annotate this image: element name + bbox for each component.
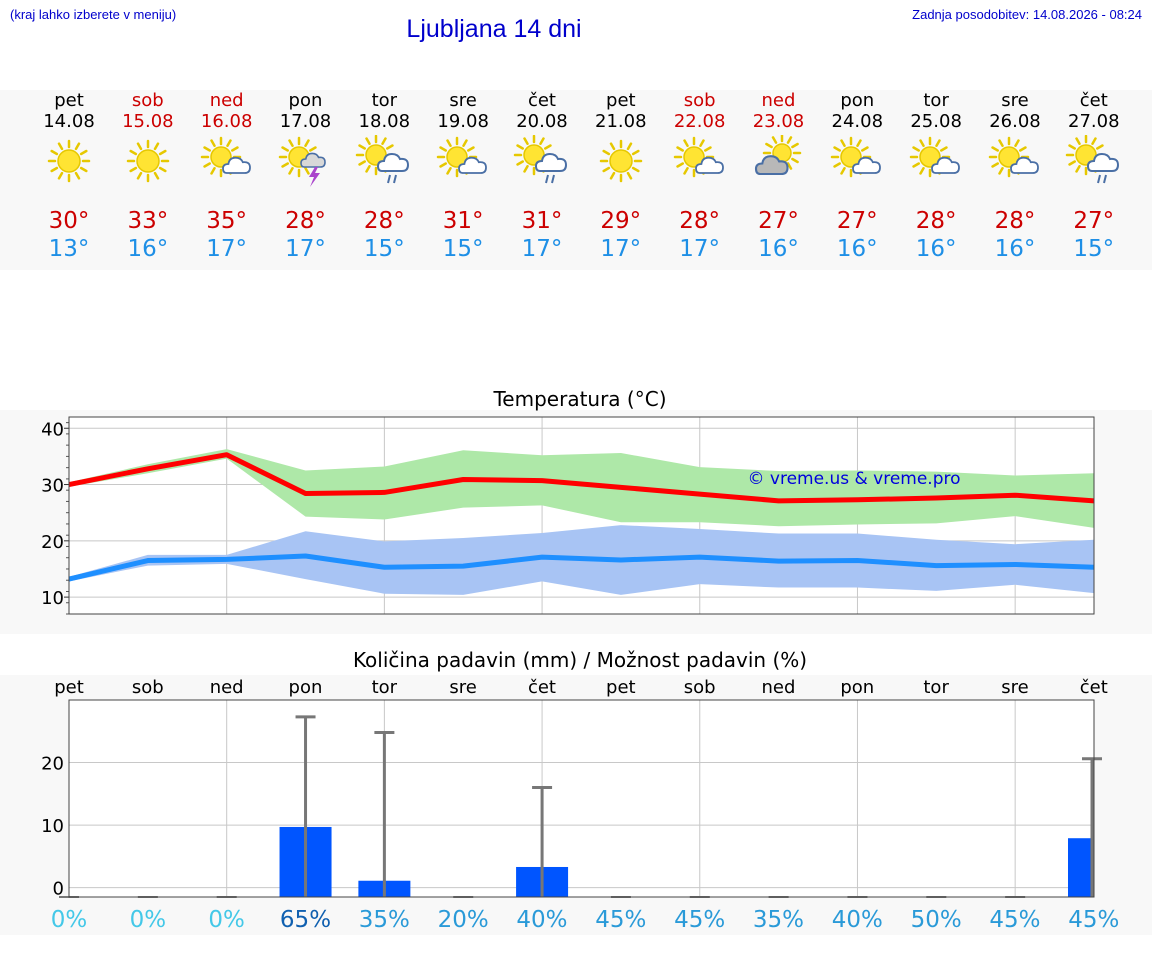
day-name: pet <box>54 90 84 111</box>
day-date: 14.08 <box>43 111 95 132</box>
max-temperature: 27° <box>836 208 878 234</box>
day-date: 16.08 <box>200 111 253 132</box>
min-temperature: 15° <box>442 236 484 262</box>
day-date: 26.08 <box>989 111 1041 132</box>
day-date: 25.08 <box>910 111 962 132</box>
sun-icon <box>108 133 187 207</box>
sun-cloud-icon <box>975 133 1054 207</box>
max-temperature: 31° <box>521 208 563 234</box>
day-column: sre 19.08 31° 15° <box>424 90 503 263</box>
min-temperature: 17° <box>600 236 642 262</box>
day-name: čet <box>527 90 556 111</box>
day-column: pet 14.08 30° 13° <box>30 90 109 263</box>
day-name: čet <box>1079 90 1108 111</box>
temperature-chart-panel <box>0 410 1152 634</box>
day-column: pon 17.08 28° 17° <box>266 90 345 263</box>
max-temperature: 27° <box>1073 208 1115 234</box>
min-temperature: 17° <box>206 236 248 262</box>
max-temperature: 28° <box>285 208 326 234</box>
min-temperature: 13° <box>48 236 90 262</box>
min-temperature: 15° <box>363 236 405 262</box>
max-temperature: 28° <box>994 208 1036 234</box>
temperature-chart-title: Temperatura (°C) <box>493 387 667 411</box>
page-title: Ljubljana 14 dni <box>406 15 582 43</box>
day-name: tor <box>371 90 398 111</box>
day-column: ned 16.08 35° 17° <box>187 90 266 263</box>
day-date: 18.08 <box>358 111 411 132</box>
min-temperature: 17° <box>521 236 563 262</box>
sun-cloud-icon <box>897 133 976 207</box>
max-temperature: 35° <box>206 208 248 234</box>
day-date: 15.08 <box>122 111 174 132</box>
spacer <box>0 270 1152 366</box>
day-name: ned <box>209 90 244 111</box>
max-temperature: 28° <box>679 208 721 234</box>
location-hint: (kraj lahko izberete v meniju) <box>10 7 177 22</box>
forecast-strip <box>0 90 1152 270</box>
day-column: sre 26.08 28° 16° <box>975 90 1054 263</box>
day-column: pet 21.08 29° 17° <box>581 90 660 263</box>
sun-cloud-rain-icon <box>1054 133 1133 207</box>
day-date: 19.08 <box>437 111 489 132</box>
day-column: pon 24.08 27° 16° <box>818 90 897 263</box>
max-temperature: 30° <box>48 208 90 234</box>
min-temperature: 16° <box>915 236 957 262</box>
sun-cloud-icon <box>660 133 739 207</box>
sun-cloud-rain-icon <box>345 133 424 207</box>
day-name: tor <box>923 90 949 111</box>
day-name: sre <box>1001 90 1029 111</box>
max-temperature: 28° <box>915 208 957 234</box>
max-temperature: 28° <box>363 208 405 234</box>
day-column: čet 20.08 31° 17° <box>502 90 581 263</box>
precipitation-chart-title: Količina padavin (mm) / Možnost padavin … <box>352 648 808 672</box>
day-date: 17.08 <box>279 111 332 132</box>
day-column: sob 15.08 33° 16° <box>108 90 187 263</box>
day-name: pet <box>606 90 636 111</box>
sun-cloud-icon <box>187 133 266 207</box>
sun-cloud-rain-icon <box>502 133 581 207</box>
day-column: ned 23.08 27° 16° <box>739 90 818 263</box>
max-temperature: 29° <box>600 208 642 234</box>
sun-icon <box>581 133 660 207</box>
max-temperature: 31° <box>442 208 484 234</box>
day-date: 27.08 <box>1068 111 1120 132</box>
day-date: 24.08 <box>831 111 884 132</box>
day-name: sre <box>449 90 477 111</box>
last-updated: Zadnja posodobitev: 14.08.2026 - 08:24 <box>912 7 1142 22</box>
min-temperature: 17° <box>285 236 326 262</box>
day-name: sob <box>131 90 164 111</box>
sun-cloud-icon <box>424 133 503 207</box>
day-date: 21.08 <box>595 111 647 132</box>
min-temperature: 17° <box>679 236 721 262</box>
sun-cloud-icon <box>818 133 897 207</box>
sun-icon <box>30 133 109 207</box>
day-date: 20.08 <box>516 111 568 132</box>
min-temperature: 16° <box>758 236 799 262</box>
min-temperature: 15° <box>1073 236 1115 262</box>
day-column: tor 18.08 28° 15° <box>345 90 424 263</box>
cloud-sun-icon <box>739 133 818 207</box>
min-temperature: 16° <box>994 236 1036 262</box>
max-temperature: 33° <box>127 208 169 234</box>
sun-thunder-icon <box>266 133 345 207</box>
day-name: pon <box>288 90 323 111</box>
day-column: čet 27.08 27° 15° <box>1054 90 1133 263</box>
min-temperature: 16° <box>127 236 169 262</box>
day-date: 23.08 <box>752 111 805 132</box>
day-name: sob <box>683 90 716 111</box>
day-name: pon <box>840 90 875 111</box>
max-temperature: 27° <box>758 208 799 234</box>
min-temperature: 16° <box>836 236 878 262</box>
day-date: 22.08 <box>673 111 726 132</box>
day-column: tor 25.08 28° 16° <box>897 90 976 263</box>
day-name: ned <box>761 90 796 111</box>
day-column: sob 22.08 28° 17° <box>660 90 739 263</box>
precipitation-chart-panel <box>0 675 1152 935</box>
